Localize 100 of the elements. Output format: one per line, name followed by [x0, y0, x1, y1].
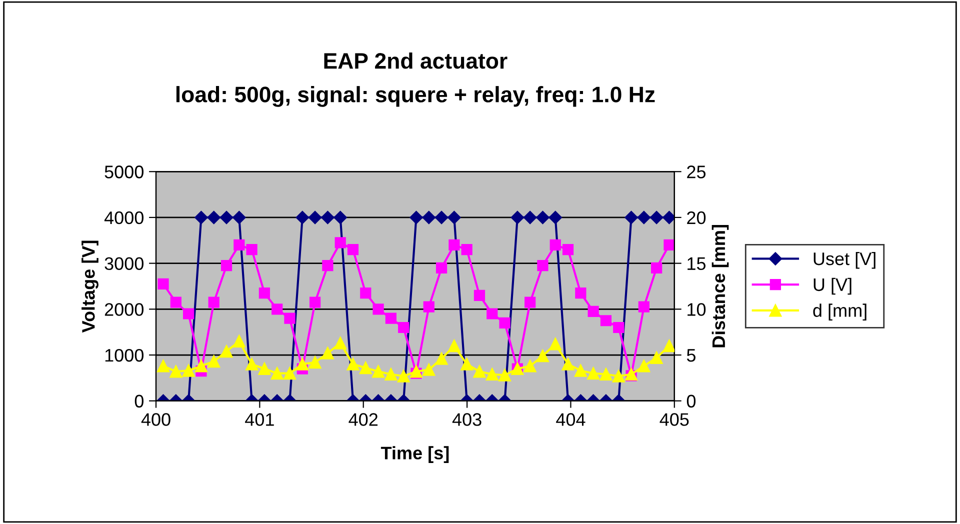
y2-tick-label: 20: [687, 211, 706, 224]
point: [548, 210, 562, 224]
point: [270, 367, 284, 380]
point: [284, 312, 296, 324]
x-tick-label: 400: [141, 413, 170, 426]
point: [588, 306, 599, 318]
x-tick-label: 402: [348, 413, 378, 426]
point: [334, 237, 346, 248]
point: [662, 210, 674, 224]
point: [510, 210, 524, 224]
point: [562, 244, 574, 256]
point: [234, 239, 245, 251]
point: [662, 340, 674, 352]
point: [398, 322, 410, 334]
point: [246, 244, 258, 256]
point: [448, 210, 461, 224]
legend-label: d [mm]: [813, 304, 866, 321]
point: [272, 304, 283, 315]
point: [473, 365, 486, 378]
point: [158, 278, 169, 290]
point: [613, 322, 624, 334]
point: [397, 370, 410, 382]
point: [207, 210, 220, 224]
point: [308, 356, 322, 369]
point: [650, 210, 664, 224]
y2-axis-title: Distance [mm]: [712, 225, 729, 348]
point: [410, 365, 422, 378]
point: [258, 362, 271, 376]
y-tick-label: 2000: [104, 303, 144, 316]
point: [638, 360, 650, 372]
point: [474, 290, 486, 301]
point: [422, 363, 436, 376]
point: [346, 358, 360, 370]
point: [486, 368, 498, 381]
point: [436, 262, 448, 274]
point: [359, 362, 372, 374]
point: [448, 340, 460, 352]
x-tick-label: 405: [660, 413, 689, 426]
point: [550, 239, 561, 251]
point: [385, 312, 396, 324]
point: [334, 336, 347, 350]
point: [208, 355, 220, 368]
point: [232, 210, 246, 224]
point: [524, 296, 536, 308]
point: [347, 244, 359, 256]
point: [220, 345, 233, 358]
point: [575, 288, 586, 299]
point: [170, 365, 182, 378]
point: [486, 308, 498, 320]
point: [334, 210, 347, 224]
point: [246, 358, 258, 370]
point: [651, 262, 662, 274]
point: [322, 260, 334, 272]
y2-tick-label: 5: [686, 349, 696, 362]
point: [536, 210, 550, 224]
point: [410, 210, 423, 224]
point: [384, 368, 398, 381]
y-tick-label: 3000: [104, 257, 144, 270]
x-tick-label: 403: [452, 413, 482, 426]
point: [308, 210, 322, 224]
point: [208, 296, 220, 308]
legend-label: Uset [V]: [814, 252, 876, 269]
point: [498, 368, 512, 382]
point: [637, 210, 651, 224]
point: [562, 358, 574, 370]
chart-title: EAP 2nd actuator load: 500g, signal: squere + relay, freq: 1.0 Hz: [176, 52, 655, 107]
point: [650, 352, 663, 364]
point: [664, 239, 674, 251]
x-tick-label: 404: [556, 413, 586, 426]
y-tick-label: 5000: [104, 166, 144, 178]
x-tick-label: 401: [245, 413, 274, 426]
y2-tick-label: 15: [688, 257, 706, 270]
point: [574, 364, 587, 377]
point: [434, 210, 448, 224]
point: [536, 350, 549, 362]
point: [170, 296, 182, 308]
point: [220, 210, 234, 224]
point: [423, 301, 434, 312]
point: [296, 210, 309, 224]
point: [537, 260, 548, 272]
point: [321, 210, 334, 224]
point: [612, 370, 625, 382]
point: [600, 368, 612, 381]
point: [194, 210, 208, 224]
point: [309, 296, 321, 308]
point: [372, 304, 384, 315]
point: [183, 308, 194, 320]
point: [460, 358, 474, 370]
point: [549, 338, 562, 350]
y2-tick-label: 0: [686, 394, 696, 408]
point: [600, 315, 612, 326]
point: [194, 360, 208, 372]
point: [283, 367, 296, 380]
point: [220, 260, 232, 272]
point: [182, 364, 195, 377]
x-axis-title: Time [s]: [380, 446, 449, 463]
point: [523, 210, 537, 224]
point: [422, 210, 436, 224]
point: [232, 335, 246, 348]
y-tick-label: 0: [134, 394, 144, 408]
